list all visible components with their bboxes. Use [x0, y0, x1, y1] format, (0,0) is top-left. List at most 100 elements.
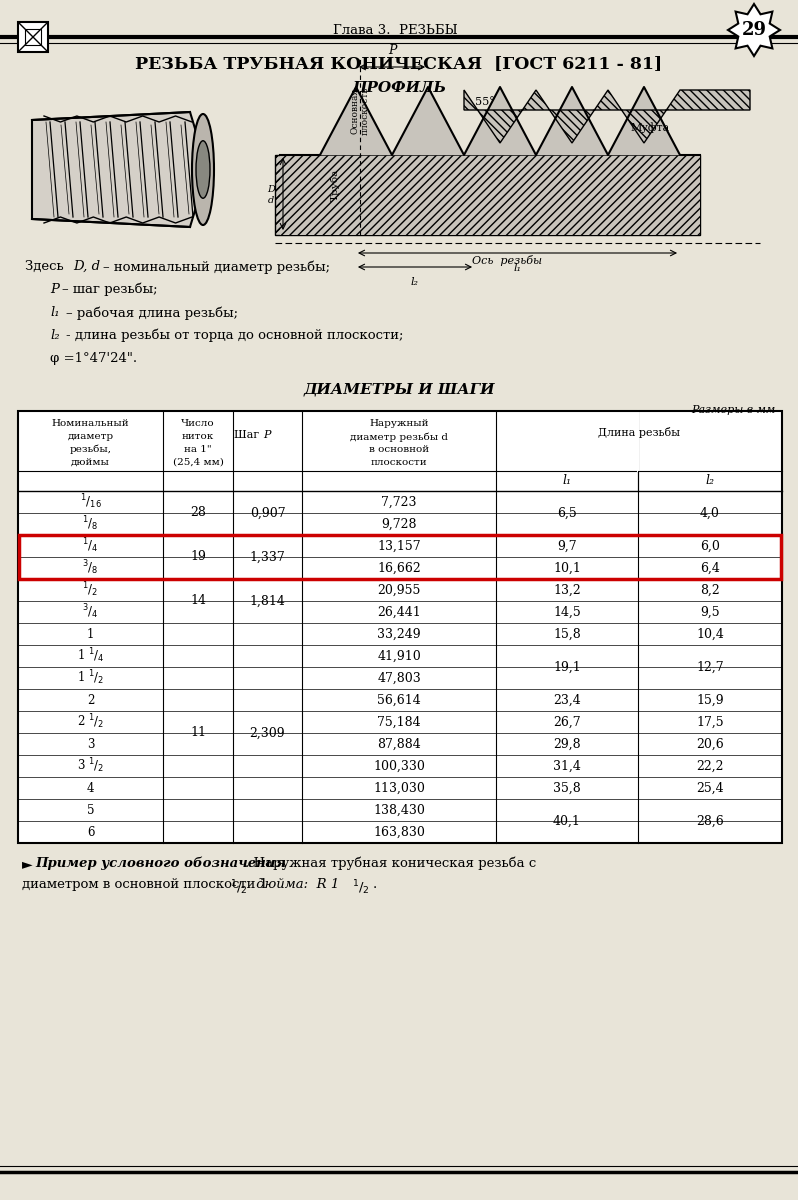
- Text: 9,5: 9,5: [700, 606, 720, 618]
- Text: 7,723: 7,723: [381, 496, 417, 509]
- Text: 138,430: 138,430: [373, 804, 425, 816]
- Bar: [18, 22, 48, 52]
- Text: 31,4: 31,4: [553, 760, 581, 773]
- Text: l₁: l₁: [513, 263, 522, 272]
- Text: 13,2: 13,2: [553, 583, 581, 596]
- Text: 8,2: 8,2: [700, 583, 720, 596]
- Text: 163,830: 163,830: [373, 826, 425, 839]
- Text: 3 $^{1}/_{2}$: 3 $^{1}/_{2}$: [77, 757, 105, 775]
- Text: диаметр: диаметр: [68, 432, 113, 440]
- Text: 2,309: 2,309: [250, 726, 286, 739]
- Text: 13,157: 13,157: [377, 540, 421, 552]
- Text: 55°: 55°: [475, 97, 495, 107]
- Text: $^{1}/_{2}$: $^{1}/_{2}$: [82, 581, 99, 599]
- Text: P: P: [388, 44, 396, 56]
- Text: 113,030: 113,030: [373, 781, 425, 794]
- Bar: [275, 155, 700, 235]
- Text: 20,955: 20,955: [377, 583, 421, 596]
- Ellipse shape: [196, 140, 210, 198]
- Text: 15,8: 15,8: [553, 628, 581, 641]
- Text: l₂: l₂: [411, 277, 419, 287]
- Text: ПРОФИЛЬ: ПРОФИЛЬ: [352, 80, 446, 95]
- Text: Глава 3.  РЕЗЬБЫ: Глава 3. РЕЗЬБЫ: [333, 24, 457, 36]
- Text: - длина резьбы от торца до основной плоскости;: - длина резьбы от торца до основной плос…: [66, 329, 404, 342]
- Text: 56,614: 56,614: [377, 694, 421, 707]
- Text: ►: ►: [22, 857, 33, 871]
- Text: – номинальный диаметр резьбы;: – номинальный диаметр резьбы;: [103, 260, 330, 274]
- Text: 19: 19: [190, 551, 206, 564]
- Text: Пример условного обозначения: Пример условного обозначения: [35, 857, 286, 870]
- Text: φ =1°47'24".: φ =1°47'24".: [50, 352, 137, 365]
- Text: D, d: D, d: [73, 260, 100, 272]
- Polygon shape: [280, 86, 700, 235]
- Text: 2 $^{1}/_{2}$: 2 $^{1}/_{2}$: [77, 713, 105, 731]
- Bar: [270, 104, 755, 250]
- Polygon shape: [464, 90, 750, 143]
- Text: – шаг резьбы;: – шаг резьбы;: [62, 283, 158, 296]
- Text: резьбы,: резьбы,: [69, 445, 112, 455]
- Text: Ось  резьбы: Ось резьбы: [472, 254, 543, 266]
- Text: $^{1}/_{16}$: $^{1}/_{16}$: [80, 493, 101, 511]
- Text: – рабочая длина резьбы;: – рабочая длина резьбы;: [66, 306, 238, 319]
- Text: $^{1}/_{4}$: $^{1}/_{4}$: [82, 536, 99, 556]
- Text: $^{1}/_{2}$: $^{1}/_{2}$: [230, 878, 248, 896]
- Text: Наружный: Наружный: [369, 419, 429, 428]
- Text: 14: 14: [190, 594, 206, 607]
- Text: 16,662: 16,662: [377, 562, 421, 575]
- Text: P: P: [50, 283, 59, 296]
- Text: 9,7: 9,7: [557, 540, 577, 552]
- Text: ниток: ниток: [182, 432, 214, 440]
- Text: 10,1: 10,1: [553, 562, 581, 575]
- Text: 1,337: 1,337: [250, 551, 286, 564]
- Text: 3: 3: [87, 738, 94, 750]
- Text: Здесь: Здесь: [25, 260, 68, 272]
- Text: 0,907: 0,907: [250, 506, 286, 520]
- Text: Размеры в мм: Размеры в мм: [691, 404, 775, 415]
- Text: диаметр резьбы d: диаметр резьбы d: [350, 432, 448, 442]
- Text: 28,6: 28,6: [696, 815, 724, 828]
- Text: l₂: l₂: [50, 329, 60, 342]
- Text: 26,441: 26,441: [377, 606, 421, 618]
- Text: . Наружная трубная коническая резьба с: . Наружная трубная коническая резьба с: [245, 857, 536, 870]
- Text: Основная
плоскость: Основная плоскость: [350, 86, 369, 134]
- Text: Труба: Труба: [330, 169, 340, 202]
- Bar: [19, 535, 781, 578]
- Text: 6,4: 6,4: [700, 562, 720, 575]
- Text: 47,803: 47,803: [377, 672, 421, 684]
- Text: 9,728: 9,728: [381, 517, 417, 530]
- Text: в основной: в основной: [369, 445, 429, 454]
- Polygon shape: [728, 4, 780, 56]
- Text: 6,5: 6,5: [557, 506, 577, 520]
- Text: l₁: l₁: [563, 474, 571, 487]
- Text: 6: 6: [87, 826, 94, 839]
- Text: 22,2: 22,2: [696, 760, 724, 773]
- Text: дюйма:  R 1: дюйма: R 1: [252, 878, 339, 890]
- Text: 6,0: 6,0: [700, 540, 720, 552]
- Text: $^{3}/_{8}$: $^{3}/_{8}$: [82, 559, 99, 577]
- Text: 1: 1: [87, 628, 94, 641]
- Text: P: P: [263, 430, 271, 440]
- Text: 14,5: 14,5: [553, 606, 581, 618]
- Text: 17,5: 17,5: [696, 715, 724, 728]
- Text: 4,0: 4,0: [700, 506, 720, 520]
- Text: (25,4 мм): (25,4 мм): [172, 458, 223, 467]
- Text: 4: 4: [87, 781, 94, 794]
- Text: $^{3}/_{4}$: $^{3}/_{4}$: [82, 602, 99, 622]
- Text: $^{1}/_{8}$: $^{1}/_{8}$: [82, 515, 99, 533]
- Text: 5: 5: [87, 804, 94, 816]
- Text: РЕЗЬБА ТРУБНАЯ КОНИЧЕСКАЯ  [ГОСТ 6211 - 81]: РЕЗЬБА ТРУБНАЯ КОНИЧЕСКАЯ [ГОСТ 6211 - 8…: [136, 55, 662, 72]
- Text: D
d: D d: [267, 185, 275, 205]
- Polygon shape: [32, 112, 205, 227]
- Text: 29,8: 29,8: [553, 738, 581, 750]
- Text: l₂: l₂: [705, 474, 714, 487]
- Text: 23,4: 23,4: [553, 694, 581, 707]
- Ellipse shape: [192, 114, 214, 226]
- Text: ДИАМЕТРЫ И ШАГИ: ДИАМЕТРЫ И ШАГИ: [303, 383, 495, 397]
- Text: на 1": на 1": [184, 445, 211, 454]
- Text: Длина резьбы: Длина резьбы: [598, 427, 680, 438]
- Text: 29: 29: [741, 20, 767, 38]
- Text: 19,1: 19,1: [553, 660, 581, 673]
- Text: 33,249: 33,249: [377, 628, 421, 641]
- Text: $^{1}/_{2}$: $^{1}/_{2}$: [352, 878, 369, 896]
- Text: 12,7: 12,7: [696, 660, 724, 673]
